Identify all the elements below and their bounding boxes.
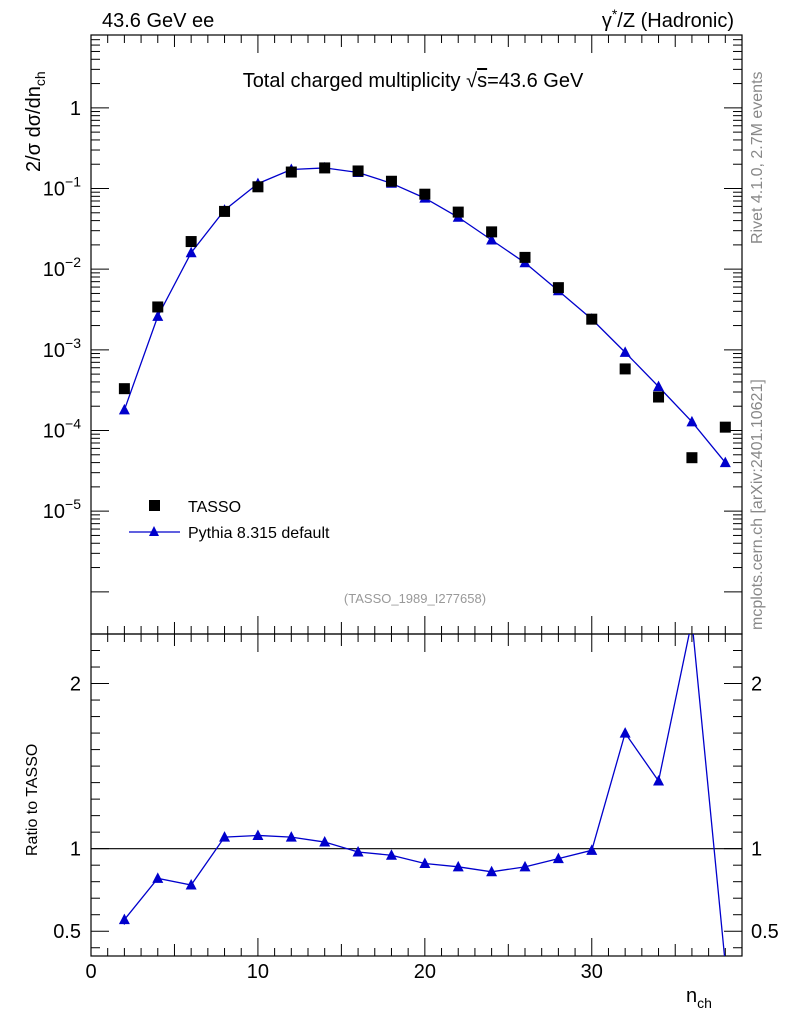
mcplots-info: mcplots.cern.ch [arXiv:2401.10621]	[749, 379, 766, 630]
tasso-point	[586, 313, 598, 325]
x-tick-label: 10	[247, 961, 269, 983]
ratio-y-tick-label-right: 0.5	[751, 921, 779, 943]
ratio-point	[319, 836, 331, 847]
tasso-point	[152, 301, 164, 313]
legend: TASSO Pythia 8.315 default	[129, 499, 330, 542]
pythia-point	[686, 415, 698, 427]
tasso-point	[719, 421, 731, 433]
pythia-point	[486, 233, 498, 245]
ratio-point	[653, 774, 665, 786]
ratio-plot-frame	[90, 633, 743, 957]
tasso-point	[452, 206, 464, 218]
ratio-point	[285, 831, 297, 842]
legend-tasso-label: TASSO	[188, 499, 241, 516]
tasso-point	[352, 165, 364, 177]
tasso-point	[619, 363, 631, 375]
ratio-ticks	[90, 633, 743, 956]
x-tick-label: 30	[581, 961, 603, 983]
pythia-line	[123, 167, 726, 464]
legend-pythia-label: Pythia 8.315 default	[188, 525, 330, 542]
rivet-info: Rivet 4.1.0, 2.7M events	[749, 71, 766, 244]
pythia-point	[653, 380, 665, 392]
ratio-point	[452, 860, 464, 872]
main-title: Total charged multiplicity √s=43.6 GeV	[243, 70, 584, 92]
ratio-point	[252, 829, 264, 840]
ratio-point	[419, 857, 431, 869]
header-right: γ*/Z (Hadronic)	[602, 6, 734, 32]
ratio-point	[619, 727, 631, 738]
main-data	[118, 161, 731, 468]
main-y-tick-label: 10−5	[43, 496, 81, 523]
tasso-point	[519, 251, 531, 263]
ratio-point	[486, 865, 498, 877]
ratio-point	[552, 852, 564, 864]
legend-tasso-marker	[149, 500, 160, 511]
main-y-tick-label: 10−2	[43, 254, 81, 281]
ratio-y-label: Ratio to TASSO	[24, 744, 41, 856]
main-y-label: 2/σ dσ/dnch	[23, 71, 48, 172]
ratio-y-tick-label-left: 2	[70, 674, 81, 696]
main-y-tick-label: 1	[70, 98, 81, 120]
pythia-point	[152, 310, 164, 321]
tasso-point	[118, 383, 130, 395]
ratio-point	[720, 958, 731, 969]
analysis-watermark: (TASSO_1989_I277658)	[344, 591, 486, 606]
ratio-point	[152, 872, 164, 883]
tasso-point	[319, 162, 331, 174]
header-left: 43.6 GeV ee	[102, 10, 214, 32]
ratio-y-tick-label-left: 1	[70, 839, 81, 861]
tasso-point	[385, 175, 397, 187]
main-y-tick-label: 10−1	[43, 174, 81, 201]
legend-pythia-marker	[149, 526, 159, 536]
ratio-point	[185, 878, 197, 890]
tasso-point	[419, 188, 431, 200]
ratio-point	[586, 844, 598, 855]
pythia-point	[719, 456, 731, 468]
ratio-point	[519, 860, 531, 872]
ratio-tick-labels: 0.5 0.51 12 20 10 20 30	[53, 674, 779, 983]
ratio-line	[123, 634, 726, 956]
ratio-series	[118, 615, 731, 969]
x-tick-label: 0	[85, 961, 96, 983]
tasso-point	[552, 282, 564, 294]
ratio-data	[118, 615, 731, 969]
ratio-point	[686, 615, 697, 626]
x-axis-label: nch	[686, 985, 712, 1011]
pythia-point	[185, 246, 197, 258]
main-plot-frame	[90, 34, 743, 635]
main-y-tick-label: 10−4	[43, 415, 81, 442]
tasso-point	[285, 166, 297, 178]
tasso-point	[486, 226, 498, 238]
main-ticks	[90, 34, 743, 634]
ratio-point	[385, 849, 397, 860]
tasso-point	[686, 452, 698, 464]
ratio-y-tick-label-right: 1	[751, 839, 762, 861]
tasso-point	[653, 391, 665, 403]
tasso-point	[185, 236, 197, 248]
x-tick-label: 20	[414, 961, 436, 983]
pythia-point	[118, 403, 130, 415]
tasso-point	[219, 205, 231, 217]
ratio-y-tick-label-left: 0.5	[53, 921, 81, 943]
ratio-point	[219, 831, 231, 842]
ratio-point	[352, 845, 364, 857]
main-y-tick-labels: 1 10−1 10−2 10−3 10−4 10−5	[43, 98, 81, 523]
ratio-y-tick-label-right: 2	[751, 674, 762, 696]
tasso-point	[252, 181, 264, 193]
pythia-point	[619, 346, 631, 357]
main-y-tick-label: 10−3	[43, 335, 81, 362]
